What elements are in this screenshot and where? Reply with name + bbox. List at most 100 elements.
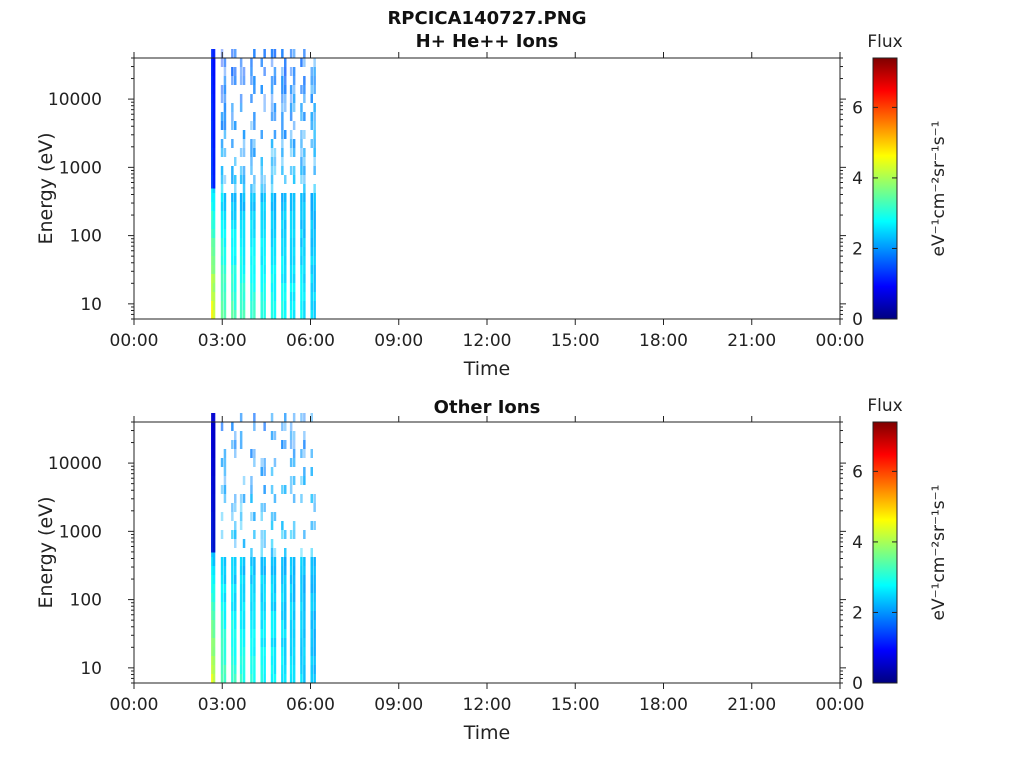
- data-cell: [303, 49, 306, 58]
- data-cell: [270, 256, 274, 265]
- data-cell: [263, 593, 266, 602]
- data-cell: [292, 413, 296, 422]
- data-cell: [239, 431, 243, 440]
- data-cell: [270, 310, 274, 319]
- data-cell: [289, 148, 293, 157]
- data-cell: [253, 292, 256, 301]
- data-cell: [250, 238, 253, 247]
- x-tick-label: 00:00: [816, 695, 865, 715]
- data-cell: [231, 283, 234, 292]
- data-cell: [292, 647, 296, 656]
- data-cell: [303, 584, 306, 593]
- data-cell: [239, 283, 243, 292]
- panel-other-ions: Other Ions 00:00 03:00 06:00 09:00 12:00 15:00…: [35, 396, 949, 744]
- data-cell: [220, 256, 224, 265]
- data-cell: [239, 503, 243, 512]
- data-cell: [220, 310, 224, 319]
- data-cell: [310, 638, 313, 647]
- data-cell: [234, 238, 237, 247]
- data-cell: [289, 620, 293, 629]
- data-cell: [284, 593, 287, 602]
- y-tick-label: 100: [70, 227, 102, 247]
- y-tick-label: 10: [80, 295, 102, 315]
- data-cell: [211, 301, 214, 310]
- data-cell: [212, 665, 216, 674]
- data-cell: [260, 575, 263, 584]
- data-cell: [284, 548, 287, 557]
- data-cell: [234, 301, 237, 310]
- data-cell: [211, 211, 214, 220]
- data-cell: [239, 247, 243, 256]
- data-cell: [273, 310, 277, 319]
- data-cell: [292, 229, 296, 238]
- data-cell: [292, 166, 296, 175]
- data-cell: [231, 665, 234, 674]
- data-cell: [263, 665, 266, 674]
- data-cell: [223, 265, 227, 274]
- data-cell: [242, 575, 246, 584]
- data-cell: [242, 566, 246, 575]
- data-cell: [289, 566, 293, 575]
- data-cell: [260, 458, 263, 467]
- data-cell: [223, 76, 227, 85]
- data-cell: [220, 139, 224, 148]
- data-cell: [273, 112, 277, 121]
- data-cell: [260, 211, 263, 220]
- colorbar-units-label: eV⁻¹cm⁻²sr⁻¹s⁻¹: [929, 485, 949, 621]
- data-cell: [310, 76, 313, 85]
- data-cell: [292, 431, 296, 440]
- data-cell: [223, 211, 227, 220]
- data-cell: [281, 638, 284, 647]
- data-cell: [212, 292, 216, 301]
- data-cell: [284, 485, 287, 494]
- data-cell: [270, 611, 274, 620]
- data-cell: [239, 175, 243, 184]
- data-cell: [211, 193, 214, 202]
- data-cell: [223, 620, 227, 629]
- panel-h-he-ions: 00:00 03:00 06:00 09:00 12:00 15:00 18:00 21:00…: [35, 32, 949, 380]
- data-cell: [250, 620, 253, 629]
- data-cell: [313, 566, 316, 575]
- data-cell: [239, 638, 243, 647]
- data-cell: [263, 283, 266, 292]
- data-cell: [263, 49, 266, 58]
- data-cell: [303, 220, 306, 229]
- data-cell: [273, 76, 277, 85]
- data-cell: [300, 593, 303, 602]
- data-cell: [250, 283, 253, 292]
- data-cell: [300, 157, 303, 166]
- data-cell: [234, 521, 237, 530]
- data-cell: [313, 157, 316, 166]
- data-cell: [313, 494, 316, 503]
- data-cell: [211, 310, 214, 319]
- colorbar-tick-label: 6: [852, 462, 863, 482]
- data-cell: [289, 674, 293, 683]
- data-cell: [313, 130, 316, 139]
- data-cell: [289, 103, 293, 112]
- data-cell: [289, 229, 293, 238]
- data-cell: [231, 202, 234, 211]
- data-cell: [239, 202, 243, 211]
- data-cell: [231, 647, 234, 656]
- data-cell: [273, 575, 277, 584]
- data-cell: [263, 211, 266, 220]
- data-cell: [223, 193, 227, 202]
- data-cell: [223, 584, 227, 593]
- data-cell: [239, 274, 243, 283]
- data-cell: [303, 629, 306, 638]
- data-cell: [270, 431, 274, 440]
- data-cell: [300, 584, 303, 593]
- data-cell: [234, 620, 237, 629]
- data-cell: [273, 629, 277, 638]
- data-cell: [292, 94, 296, 103]
- data-cell: [273, 211, 277, 220]
- data-cell: [253, 422, 256, 431]
- data-cell: [223, 593, 227, 602]
- data-cell: [242, 620, 246, 629]
- data-cell: [250, 76, 253, 85]
- data-cell: [300, 202, 303, 211]
- data-cell: [284, 211, 287, 220]
- data-cell: [242, 265, 246, 274]
- data-cell: [250, 274, 253, 283]
- data-cell: [270, 665, 274, 674]
